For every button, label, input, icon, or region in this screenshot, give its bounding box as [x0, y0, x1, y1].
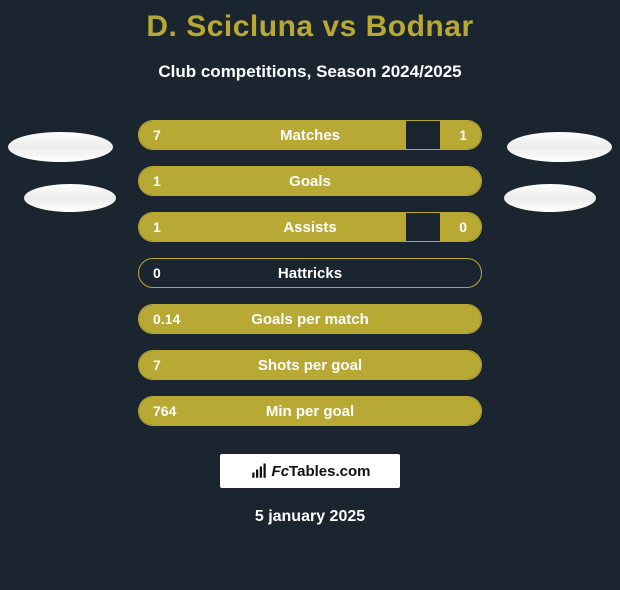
- fctables-badge: FcTables.com: [220, 454, 400, 488]
- bar-label: Min per goal: [139, 397, 481, 425]
- date-label: 5 january 2025: [0, 508, 620, 526]
- badge-suffix: Tables.com: [289, 463, 370, 480]
- stat-bar: 764Min per goal: [138, 396, 482, 426]
- stat-bar: 10Assists: [138, 212, 482, 242]
- stat-bars-container: 71Matches 1Goals 10Assists 0Hattricks 0.14Go…: [0, 120, 620, 426]
- stat-bar: 0.14Goals per match: [138, 304, 482, 334]
- stat-bar: 0Hattricks: [138, 258, 482, 288]
- bar-label: Shots per goal: [139, 351, 481, 379]
- stat-bar: 1Goals: [138, 166, 482, 196]
- decor-ellipse: [507, 132, 612, 162]
- bar-label: Hattricks: [139, 259, 481, 287]
- chart-icon: [250, 462, 268, 480]
- stat-bar: 7Shots per goal: [138, 350, 482, 380]
- bar-label: Matches: [139, 121, 481, 149]
- bar-label: Assists: [139, 213, 481, 241]
- badge-prefix: Fc: [272, 463, 290, 480]
- decor-ellipse: [24, 184, 116, 212]
- page-subtitle: Club competitions, Season 2024/2025: [0, 62, 620, 82]
- page-title: D. Scicluna vs Bodnar: [0, 10, 620, 44]
- stat-bar: 71Matches: [138, 120, 482, 150]
- bar-label: Goals per match: [139, 305, 481, 333]
- bar-label: Goals: [139, 167, 481, 195]
- decor-ellipse: [504, 184, 596, 212]
- decor-ellipse: [8, 132, 113, 162]
